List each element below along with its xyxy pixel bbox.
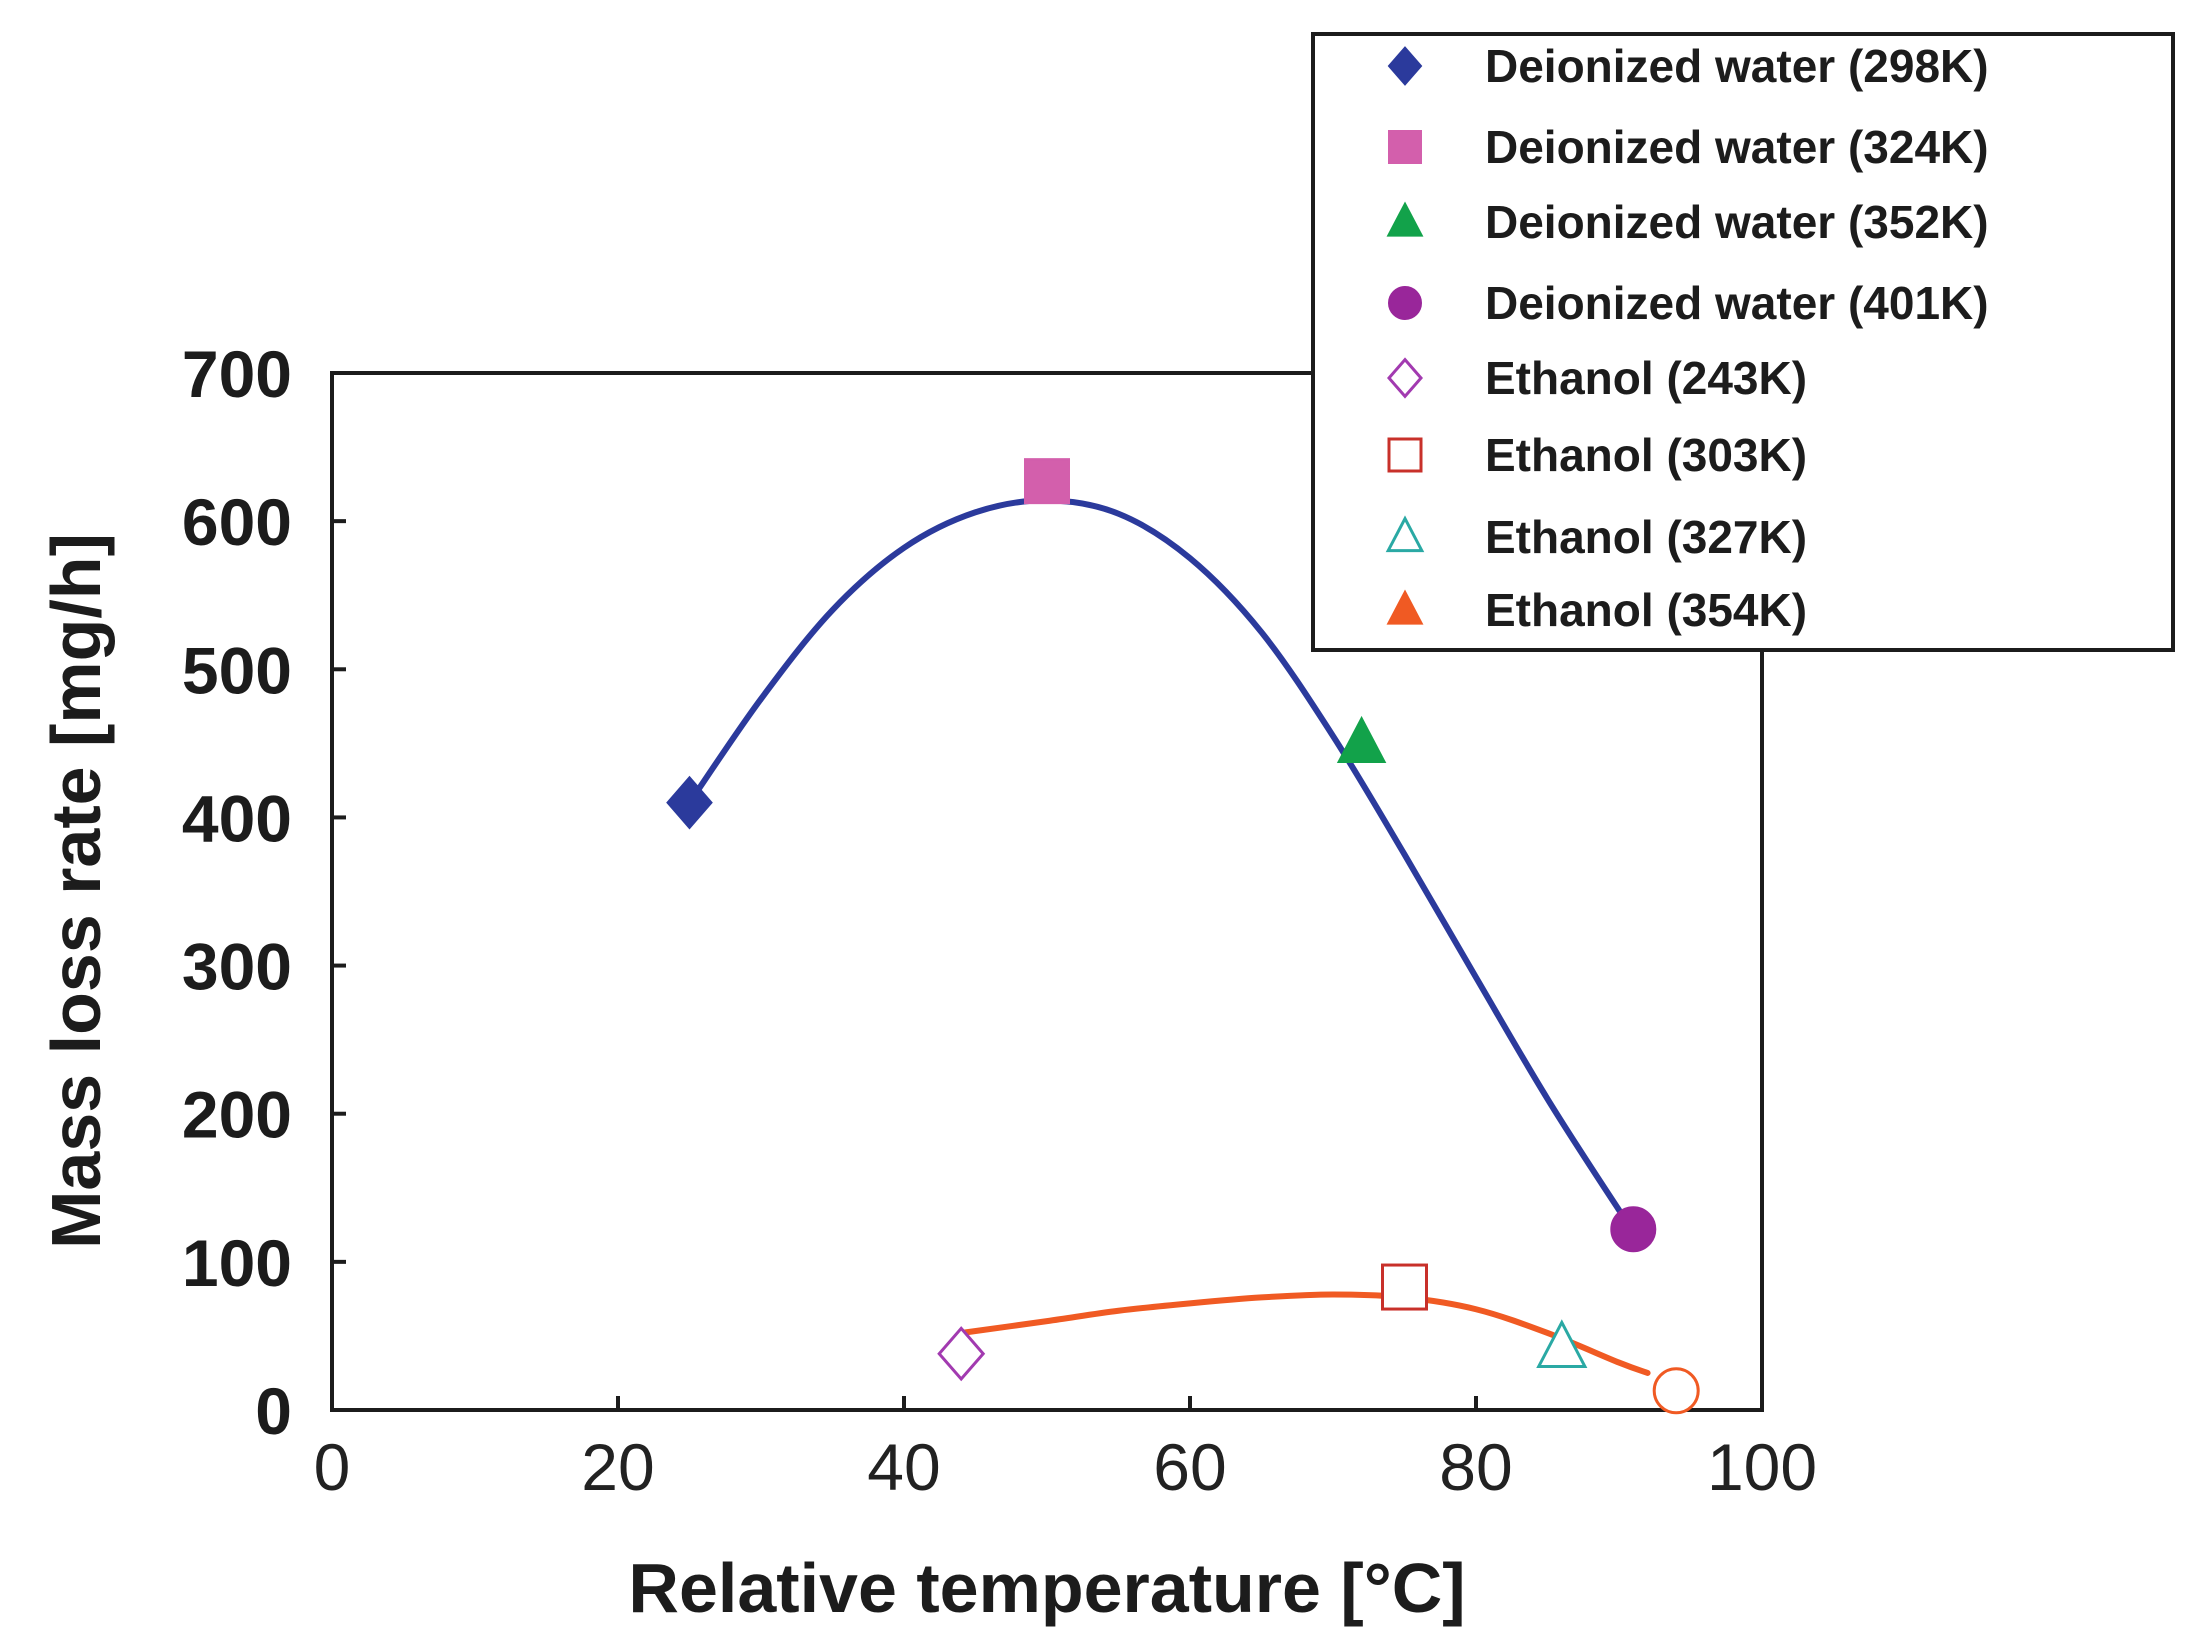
legend-item: Deionized water (401K): [1388, 277, 1989, 329]
legend-item: Deionized water (352K): [1386, 196, 1989, 248]
y-tick-label: 400: [182, 781, 292, 855]
legend-item: Ethanol (327K): [1385, 511, 1807, 563]
data-point-series-6: [1536, 1319, 1588, 1368]
legend-marker: [1386, 201, 1424, 237]
legend-label: Deionized water (298K): [1485, 40, 1989, 92]
data-point-series-4: [937, 1326, 986, 1382]
data-point-series-0: [666, 775, 713, 830]
data-point-series-3: [1610, 1206, 1657, 1253]
data-point-series-1: [1024, 458, 1070, 505]
legend-item: Ethanol (303K): [1387, 429, 1807, 481]
water-fit-curve: [686, 497, 1637, 1233]
legend-label: Deionized water (324K): [1485, 121, 1989, 173]
data-point-series-5: [1381, 1263, 1428, 1311]
legend-label: Ethanol (243K): [1485, 352, 1807, 404]
y-tick-label: 600: [182, 485, 292, 559]
y-tick-label: 500: [182, 633, 292, 707]
legend-item: Ethanol (354K): [1386, 584, 1807, 636]
legend-label: Ethanol (327K): [1485, 511, 1807, 563]
legend-marker: [1387, 437, 1423, 473]
legend-item: Ethanol (243K): [1387, 352, 1807, 404]
x-tick-label: 60: [1153, 1430, 1226, 1504]
legend-label: Ethanol (303K): [1485, 429, 1807, 481]
legend-marker: [1386, 589, 1424, 625]
x-tick-label: 20: [581, 1430, 654, 1504]
y-tick-label: 200: [182, 1078, 292, 1152]
legend-label: Deionized water (352K): [1485, 196, 1989, 248]
x-axis-title: Relative temperature [°C]: [628, 1549, 1465, 1627]
axis-ticks: 0 20 40 60 80 100 0 100 200 300 400 500 600 700: [182, 337, 1817, 1504]
x-tick-label: 40: [867, 1430, 940, 1504]
legend-marker: [1387, 357, 1423, 399]
y-tick-label: 300: [182, 930, 292, 1004]
legend-label: Deionized water (401K): [1485, 277, 1989, 329]
y-tick-label: 100: [182, 1226, 292, 1300]
legend-marker: [1385, 515, 1425, 553]
y-tick-label: 700: [182, 337, 292, 411]
x-tick-label: 100: [1707, 1430, 1817, 1504]
data-points: [666, 458, 1700, 1415]
plot-frame: [330, 371, 1764, 1412]
x-tick-label: 80: [1439, 1430, 1512, 1504]
data-point-series-7: [1652, 1367, 1700, 1415]
y-tick-label: 0: [255, 1374, 292, 1448]
y-axis-title: Mass loss rate [mg/h]: [37, 533, 115, 1249]
legend-item: Deionized water (298K): [1387, 40, 1989, 92]
legend-marker: [1387, 46, 1423, 86]
x-tick-label: 0: [314, 1430, 351, 1504]
legend-marker: [1388, 130, 1422, 164]
legend-item: Deionized water (324K): [1388, 121, 1989, 173]
legend-label: Ethanol (354K): [1485, 584, 1807, 636]
data-point-series-2: [1336, 715, 1387, 764]
legend-marker: [1388, 286, 1422, 320]
legend-box: [1311, 32, 2175, 652]
legend: Deionized water (298K) Deionized water (3…: [1311, 32, 2175, 652]
legend-items: Deionized water (298K) Deionized water (3…: [1385, 40, 1989, 636]
